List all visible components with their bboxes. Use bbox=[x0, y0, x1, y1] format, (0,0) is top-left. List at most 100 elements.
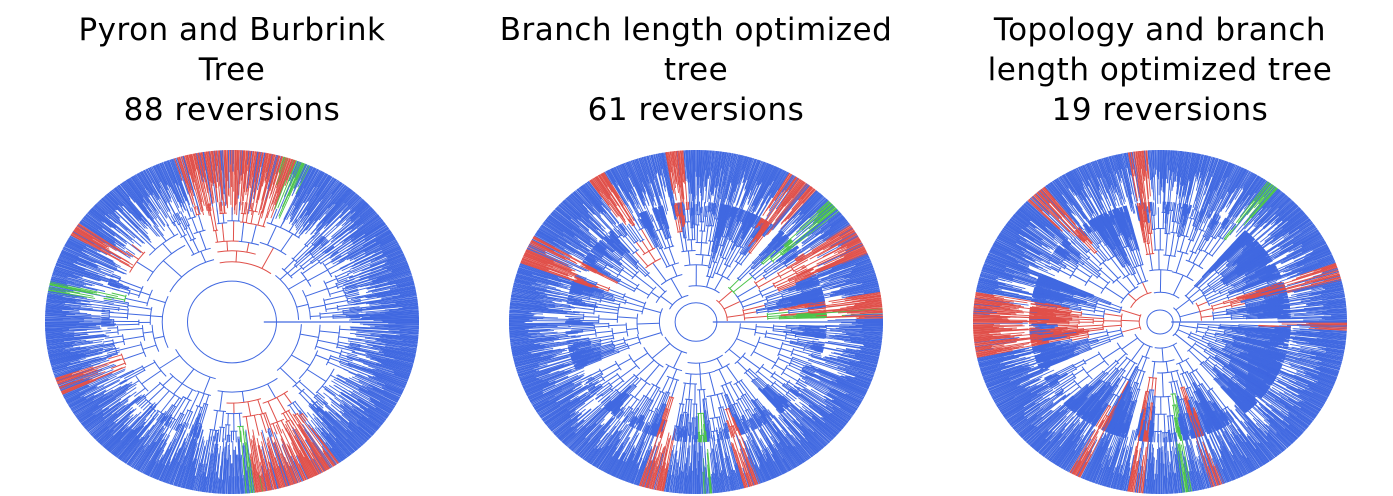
tree-tip-branch bbox=[511, 293, 544, 300]
tree-tip-branch bbox=[656, 437, 670, 491]
tree-tip-branch bbox=[807, 359, 872, 383]
tree-tip-branch bbox=[659, 153, 670, 198]
tree-internal-branch bbox=[111, 362, 126, 369]
tree-internal-branch bbox=[664, 409, 669, 421]
tree-internal-arc bbox=[156, 409, 165, 416]
tree-tip-branch bbox=[164, 458, 176, 483]
tree-tip-branch bbox=[526, 375, 569, 395]
tree-tip-branch bbox=[744, 158, 757, 189]
tree-tip-branch bbox=[56, 261, 123, 286]
tree-tip-branch bbox=[770, 170, 785, 194]
tree-tip-branch bbox=[816, 200, 830, 213]
tree-internal-branch bbox=[319, 330, 340, 334]
tree-tip-branch bbox=[346, 250, 403, 275]
tree-tip-branch bbox=[826, 314, 883, 318]
tree-tip-branch bbox=[363, 315, 419, 319]
tree-tip-branch bbox=[236, 150, 240, 205]
tree-tip-branch bbox=[335, 437, 352, 455]
tree-tip-branch bbox=[774, 448, 790, 472]
tree-tip-branch bbox=[49, 283, 82, 291]
tree-tip-branch bbox=[622, 460, 634, 481]
tree-internal-branch bbox=[686, 428, 689, 442]
tree-tip-branch bbox=[365, 296, 418, 305]
tree-internal-branch bbox=[575, 279, 598, 288]
tree-tip-branch bbox=[369, 314, 419, 318]
tree-tip-branch bbox=[74, 228, 93, 240]
tree-tip-branch bbox=[156, 164, 181, 215]
tree-internal-arc bbox=[725, 420, 729, 422]
tree-tip-branch bbox=[299, 452, 313, 478]
tree-internal-branch bbox=[164, 414, 173, 426]
tree-tip-branch bbox=[675, 475, 679, 494]
tree-tip-branch bbox=[836, 347, 880, 357]
tree-tip-branch bbox=[338, 231, 392, 263]
tree-tip-branch bbox=[171, 444, 188, 486]
tree-internal-arc bbox=[187, 216, 197, 220]
tree-tip-branch bbox=[844, 268, 875, 279]
tree-internal-branch bbox=[241, 222, 245, 242]
tree-tip-branch bbox=[64, 245, 127, 275]
tree-tip-branch bbox=[525, 250, 554, 264]
tree-tip-branch bbox=[237, 454, 241, 494]
tree-tip-branch bbox=[223, 441, 228, 494]
tree-tip-branch bbox=[75, 226, 104, 244]
tree-tip-branch bbox=[572, 191, 595, 215]
tree-tip-branch bbox=[151, 166, 171, 203]
tree-internal-arc bbox=[750, 336, 761, 357]
tree-internal-branch bbox=[113, 340, 124, 344]
tree-tip-branch bbox=[513, 354, 542, 362]
tree-internal-arc bbox=[217, 222, 228, 225]
tree-internal-branch bbox=[580, 351, 594, 357]
tree-tip-branch bbox=[96, 410, 132, 442]
tree-tip-branch bbox=[349, 212, 377, 234]
tree-tip-branch bbox=[643, 460, 653, 488]
tree-tip-branch bbox=[302, 178, 337, 225]
tree-internal-branch bbox=[732, 425, 738, 436]
tree-tip-branch bbox=[69, 236, 98, 252]
tree-tip-branch bbox=[626, 441, 645, 482]
tree-tip-branch bbox=[781, 397, 832, 442]
tree-tip-branch bbox=[288, 162, 304, 196]
tree-internal-branch bbox=[570, 323, 594, 326]
tree-internal-branch bbox=[591, 291, 604, 297]
tree-internal-branch bbox=[655, 418, 661, 429]
tree-tip-branch bbox=[260, 475, 265, 492]
tree-tip-branch bbox=[308, 181, 341, 224]
tree-internal-branch bbox=[571, 326, 595, 329]
tree-internal-branch bbox=[810, 346, 824, 351]
tree-internal-branch bbox=[619, 376, 638, 394]
tree-tip-branch bbox=[137, 173, 161, 210]
tree-tip-branch bbox=[45, 326, 89, 329]
tree-tip-branch bbox=[186, 429, 204, 489]
tree-tip-branch bbox=[793, 420, 823, 450]
tree-tip-branch bbox=[353, 243, 399, 265]
tree-tip-branch bbox=[50, 279, 98, 291]
tree-tip-branch bbox=[255, 152, 267, 204]
tree-tip-branch bbox=[353, 207, 373, 224]
tree-tip-branch bbox=[52, 353, 118, 373]
tree-tip-branch bbox=[374, 375, 406, 388]
tree-tip-branch bbox=[338, 394, 383, 425]
tree-tip-branch bbox=[715, 151, 722, 188]
tree-internal-branch bbox=[323, 294, 346, 301]
tree-tip-branch bbox=[340, 404, 377, 433]
tree-tip-branch bbox=[45, 308, 63, 311]
tree-internal-branch bbox=[315, 354, 329, 361]
tree-tip-branch bbox=[368, 365, 409, 380]
tree-tip-branch bbox=[821, 404, 849, 423]
tree-tip-branch bbox=[148, 167, 168, 203]
tree-tip-branch bbox=[47, 293, 75, 299]
tree-internal-branch bbox=[635, 359, 655, 377]
tree-internal-branch bbox=[101, 311, 110, 313]
tree-tip-branch bbox=[536, 385, 584, 412]
tree-internal-branch bbox=[123, 351, 145, 360]
tree-tip-branch bbox=[258, 152, 266, 185]
tree-tip-branch bbox=[555, 208, 575, 225]
tree-tip-branch bbox=[49, 282, 98, 294]
tree-tip-branch bbox=[698, 149, 701, 178]
tree-internal-arc bbox=[158, 381, 167, 390]
tree-internal-branch bbox=[773, 330, 784, 333]
tree-internal-branch bbox=[746, 420, 754, 431]
tree-internal-branch bbox=[739, 398, 748, 411]
tree-tip-branch bbox=[612, 167, 641, 218]
